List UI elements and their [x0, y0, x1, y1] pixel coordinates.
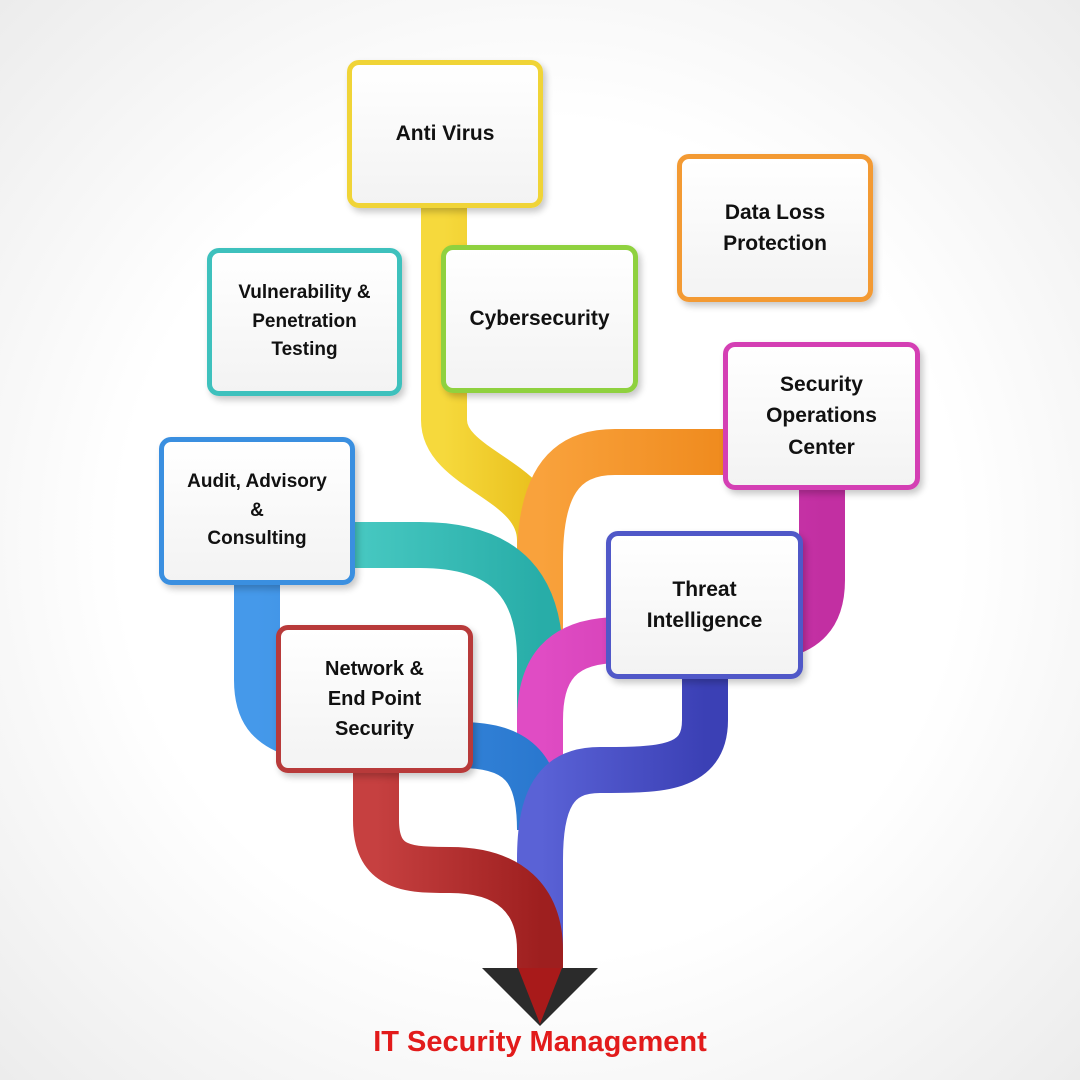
- node-anti-virus: Anti Virus: [347, 60, 543, 208]
- node-network-end-point-security: Network & End Point Security: [276, 625, 473, 773]
- arrow-head-inner: [518, 968, 562, 1024]
- branch-vulnerability-lower: [352, 522, 563, 760]
- branch-data-loss-lower: [517, 429, 730, 690]
- node-threat-intelligence: Threat Intelligence: [606, 531, 803, 679]
- node-data-loss-protection: Data Loss Protection: [677, 154, 873, 302]
- node-cybersecurity: Cybersecurity: [441, 245, 638, 393]
- branch-threat: [517, 678, 728, 950]
- node-vulnerability-penetration-testing: Vulnerability & Penetration Testing: [207, 248, 402, 396]
- node-security-operations-center: Security Operations Center: [723, 342, 920, 490]
- diagram-title: IT Security Management: [373, 1026, 707, 1058]
- node-audit-advisory-consulting: Audit, Advisory & Consulting: [159, 437, 355, 585]
- branch-network: [353, 770, 563, 975]
